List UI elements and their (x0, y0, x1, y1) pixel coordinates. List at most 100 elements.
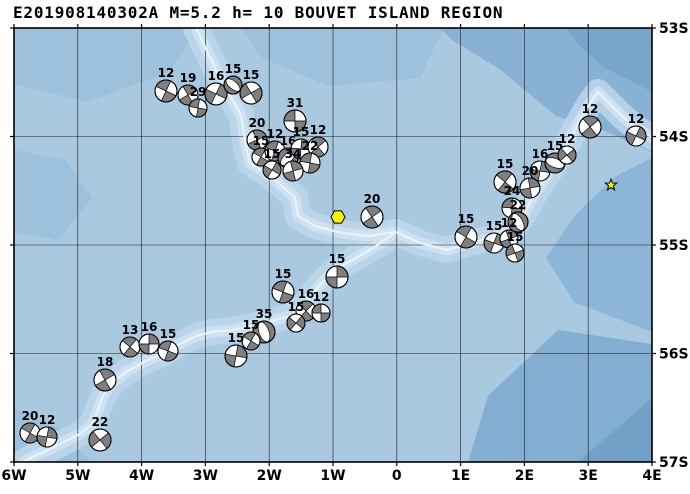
event-depth-label: 12 (158, 66, 175, 80)
focal-mechanism: 18 (93, 355, 117, 392)
focal-mechanism: 20 (360, 192, 384, 229)
event-depth-label: 34 (285, 147, 302, 161)
beachball-outline (271, 280, 295, 304)
event-depth-label: 15 (275, 267, 292, 281)
event-depth-label: 29 (190, 85, 207, 99)
bathymetry-patch (14, 150, 92, 240)
focal-mechanism: 15 (505, 230, 525, 263)
beachball-outline (204, 82, 228, 106)
event-depth-label: 18 (97, 355, 114, 369)
focal-mechanism: 19 (177, 71, 199, 106)
focal-mechanism: 15 (239, 68, 263, 105)
event-depth-label: 15 (547, 139, 564, 153)
map-frame (10, 24, 656, 466)
beachball-tension-band (225, 78, 241, 92)
event-depth-label: 15 (458, 212, 475, 226)
beachball-outline (311, 303, 331, 323)
event-depth-label: 22 (92, 415, 109, 429)
event-depth-label: 15 (288, 300, 305, 314)
longitude-tick-label: 6W (1, 468, 26, 484)
event-depth-label: 15 (243, 318, 260, 332)
focal-mechanism: 15 (223, 62, 243, 95)
event-depth-label: 15 (486, 219, 503, 233)
axis-labels: 6W 5W 4W 3W 2W 1W 0 1E 2E 3E 4E 53S 54S 55S 56S 57S (1, 21, 688, 484)
beachball-outline (282, 160, 304, 182)
event-depth-label: 35 (256, 307, 273, 321)
beachball-outline (283, 109, 307, 133)
event-depth-label: 16 (141, 320, 158, 334)
event-depth-label: 15 (507, 230, 524, 244)
focal-mechanism: 12 (36, 413, 58, 448)
event-depth-label: 12 (582, 102, 599, 116)
focal-mechanism: 15 (454, 212, 478, 249)
beachball-outline (88, 428, 112, 452)
event-depth-label: 19 (180, 71, 197, 85)
beachball-outline (239, 81, 263, 105)
focal-mechanism: 16 (138, 320, 160, 355)
event-epicenter-marker (330, 210, 346, 224)
beachball-outline (138, 333, 160, 355)
focal-mechanism: 15 (493, 157, 517, 194)
beachball-outline (157, 340, 179, 362)
longitude-tick-label: 3E (579, 468, 598, 484)
beachball-outline (299, 152, 321, 174)
focal-mechanism: 15 (325, 252, 349, 289)
event-depth-label: 16 (208, 69, 225, 83)
bathymetry-patch (566, 28, 652, 92)
longitude-tick-label: 3W (193, 468, 218, 484)
focal-mechanism: 31 (283, 96, 307, 133)
focal-mechanism: 15 (241, 318, 261, 351)
focal-mechanism: 15 (157, 327, 179, 362)
event-depth-label: 15 (225, 62, 242, 76)
event-depth-label: 20 (22, 409, 39, 423)
event-depth-label: 12 (267, 127, 284, 141)
focal-mechanism: 22 (88, 415, 112, 452)
beachball-outline (507, 211, 529, 233)
event-depth-label: 31 (287, 96, 304, 110)
event-depth-label: 13 (122, 323, 139, 337)
focal-mechanism: 15 (286, 300, 306, 333)
bathymetry-patch (240, 28, 444, 86)
beachball-outline (224, 344, 248, 368)
event-depth-label: 15 (293, 125, 310, 139)
beachball-outline (223, 75, 243, 95)
beachball-outline (36, 426, 58, 448)
latitude-tick-label: 57S (659, 455, 689, 471)
focal-mechanism: 20 (519, 164, 541, 199)
event-depth-label: 12 (628, 112, 645, 126)
latitude-tick-label: 53S (659, 21, 689, 37)
focal-mechanism: 22 (299, 139, 321, 174)
event-depth-label: 15 (253, 134, 270, 148)
focal-mechanism: 34 (282, 147, 304, 182)
event-depth-label: 12 (39, 413, 56, 427)
latitude-tick-label: 54S (659, 130, 689, 146)
event-depth-label: 15 (160, 327, 177, 341)
beachball-outline (188, 98, 208, 118)
longitude-tick-label: 4W (129, 468, 154, 484)
beachball-outline (93, 368, 117, 392)
beachball-outline (557, 145, 577, 165)
bathymetry-patch (14, 28, 200, 102)
beachball-tension-band (257, 321, 271, 343)
event-depth-label: 16 (298, 287, 315, 301)
longitude-tick-label: 5W (65, 468, 90, 484)
latitude-tick-label: 56S (659, 347, 689, 363)
beachball-outline (519, 177, 541, 199)
event-depth-label: 12 (501, 216, 518, 230)
beachball-outline (505, 243, 525, 263)
beachball-outline (286, 313, 306, 333)
beachball-outline (262, 160, 282, 180)
event-depth-label: 12 (559, 132, 576, 146)
event-depth-label: 20 (249, 116, 266, 130)
event-depth-label: 15 (329, 252, 346, 266)
grid-lines (14, 28, 652, 462)
event-depth-label: 15 (243, 68, 260, 82)
event-depth-label: 12 (310, 123, 327, 137)
beachball-outline (578, 115, 602, 139)
longitude-tick-label: 2E (515, 468, 534, 484)
event-depth-label: 15 (497, 157, 514, 171)
american-antarctic-ridge-line (22, 230, 398, 462)
